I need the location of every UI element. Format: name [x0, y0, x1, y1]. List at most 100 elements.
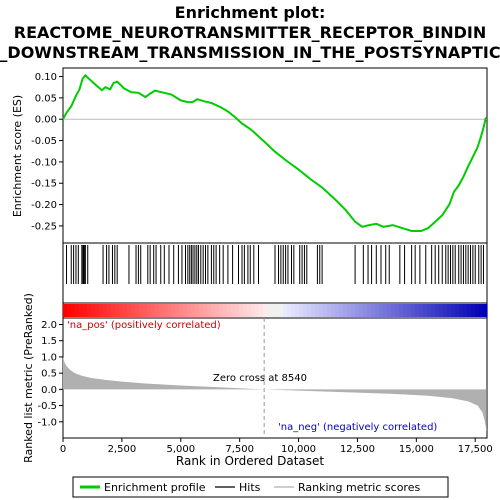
es-point-25: [196, 98, 198, 100]
es-point-42: [361, 226, 363, 228]
heatbar-cell-100: [463, 304, 468, 317]
es-point-12: [113, 82, 115, 84]
chart-title-line-3: _DOWNSTREAM_TRANSMISSION_IN_THE_POSTSYNA…: [0, 43, 500, 62]
es-point-56: [462, 176, 465, 178]
es-point-43: [368, 224, 370, 226]
heatbar-cell-92: [431, 304, 436, 317]
es-point-6: [84, 74, 86, 76]
heatbar-cell-36: [207, 304, 212, 317]
heatbar-cell-96: [447, 304, 452, 317]
es-point-19: [154, 90, 156, 92]
heatbar-cell-80: [383, 304, 388, 317]
xtick-label-0: 0: [60, 444, 66, 455]
es-point-27: [210, 102, 212, 104]
heatbar-cell-93: [435, 304, 440, 317]
es-point-20: [161, 91, 163, 93]
es-point-32: [250, 129, 253, 131]
es-point-55: [458, 184, 460, 186]
xtick-label-7: 17,500: [458, 444, 493, 455]
es-ytick-label-1: 0.05: [35, 93, 57, 104]
xtick-label-1: 2,500: [108, 444, 137, 455]
es-point-5: [81, 78, 84, 80]
heatbar-cell-30: [183, 304, 188, 317]
heatbar-cell-39: [219, 304, 224, 317]
legend-hits-label: Hits: [239, 481, 261, 494]
heatbar-cell-24: [159, 304, 164, 317]
heatbar-cell-57: [291, 304, 296, 317]
heatbar-cell-84: [399, 304, 404, 317]
es-point-41: [354, 221, 356, 223]
heatbar-cell-22: [151, 304, 156, 317]
es-point-11: [109, 88, 111, 90]
heatbar-cell-11: [107, 304, 112, 317]
heatbar-cell-51: [267, 304, 272, 317]
heatbar-cell-77: [371, 304, 376, 317]
heatbar-cell-16: [127, 304, 132, 317]
es-point-9: [101, 89, 103, 91]
es-point-31: [241, 122, 243, 125]
heatbar-cell-10: [103, 304, 108, 317]
legend-enrichment-label: Enrichment profile: [104, 481, 206, 494]
heatbar-cell-54: [279, 304, 284, 317]
heatbar-cell-101: [467, 304, 472, 317]
heatbar-cell-48: [255, 304, 260, 317]
heatbar-cell-97: [451, 304, 456, 317]
es-point-45: [382, 226, 384, 228]
heatbar-cell-66: [327, 304, 332, 317]
heatbar-cell-69: [339, 304, 344, 317]
es-point-15: [130, 91, 132, 93]
es-point-34: [274, 151, 276, 153]
es-point-3: [75, 95, 77, 97]
heatbar-cell-15: [123, 304, 128, 317]
heatbar-cell-26: [167, 304, 172, 317]
metric-ytick-label-6: -1.0: [37, 417, 57, 428]
heatbar-cell-104: [479, 304, 484, 317]
heatbar-cell-78: [375, 304, 380, 317]
heatbar-cell-49: [259, 304, 264, 317]
es-point-33: [262, 139, 264, 142]
heatbar-cell-6: [87, 304, 92, 317]
heatbar-cell-98: [455, 304, 460, 317]
es-point-49: [420, 230, 422, 232]
es-point-2: [70, 105, 72, 108]
es-point-51: [434, 221, 436, 223]
heatbar-cell-20: [143, 304, 148, 317]
es-point-8: [95, 84, 97, 86]
es-axis-label: Enrichment score (ES): [11, 95, 24, 217]
heatbar-cell-75: [363, 304, 368, 317]
heatbar-cell-32: [191, 304, 196, 317]
es-point-7: [88, 78, 90, 80]
heatbar-cell-86: [407, 304, 412, 317]
heatbar-cell-102: [471, 304, 476, 317]
es-point-4: [78, 88, 81, 90]
ranking-heatbar: [63, 304, 488, 317]
heatbar-cell-3: [75, 304, 80, 317]
heatbar-cell-82: [391, 304, 396, 317]
metric-ytick-label-3: 0.5: [41, 369, 57, 380]
es-point-47: [401, 227, 403, 229]
heatbar-cell-9: [99, 304, 104, 317]
es-point-53: [448, 203, 450, 206]
heatbar-cell-61: [307, 304, 312, 317]
positive-correlation-label: 'na_pos' (positively correlated): [67, 320, 221, 331]
heatbar-cell-59: [299, 304, 304, 317]
es-point-52: [441, 214, 443, 216]
heatbar-cell-31: [187, 304, 192, 317]
xtick-label-2: 5,000: [166, 444, 195, 455]
es-point-57: [467, 165, 469, 167]
es-ytick-label-6: -0.20: [31, 200, 57, 211]
heatbar-cell-95: [443, 304, 448, 317]
heatbar-cell-29: [179, 304, 184, 317]
es-point-14: [123, 87, 125, 90]
heatbar-cell-5: [83, 304, 88, 317]
heatbar-cell-55: [283, 304, 288, 317]
es-point-39: [333, 197, 335, 199]
es-ytick-label-0: 0.10: [35, 72, 57, 83]
heatbar-cell-0: [63, 304, 68, 317]
metric-ytick-label-1: 1.5: [41, 336, 57, 347]
heatbar-cell-42: [231, 304, 236, 317]
heatbar-cell-28: [175, 304, 180, 317]
heatbar-cell-67: [331, 304, 336, 317]
heatbar-cell-58: [295, 304, 300, 317]
